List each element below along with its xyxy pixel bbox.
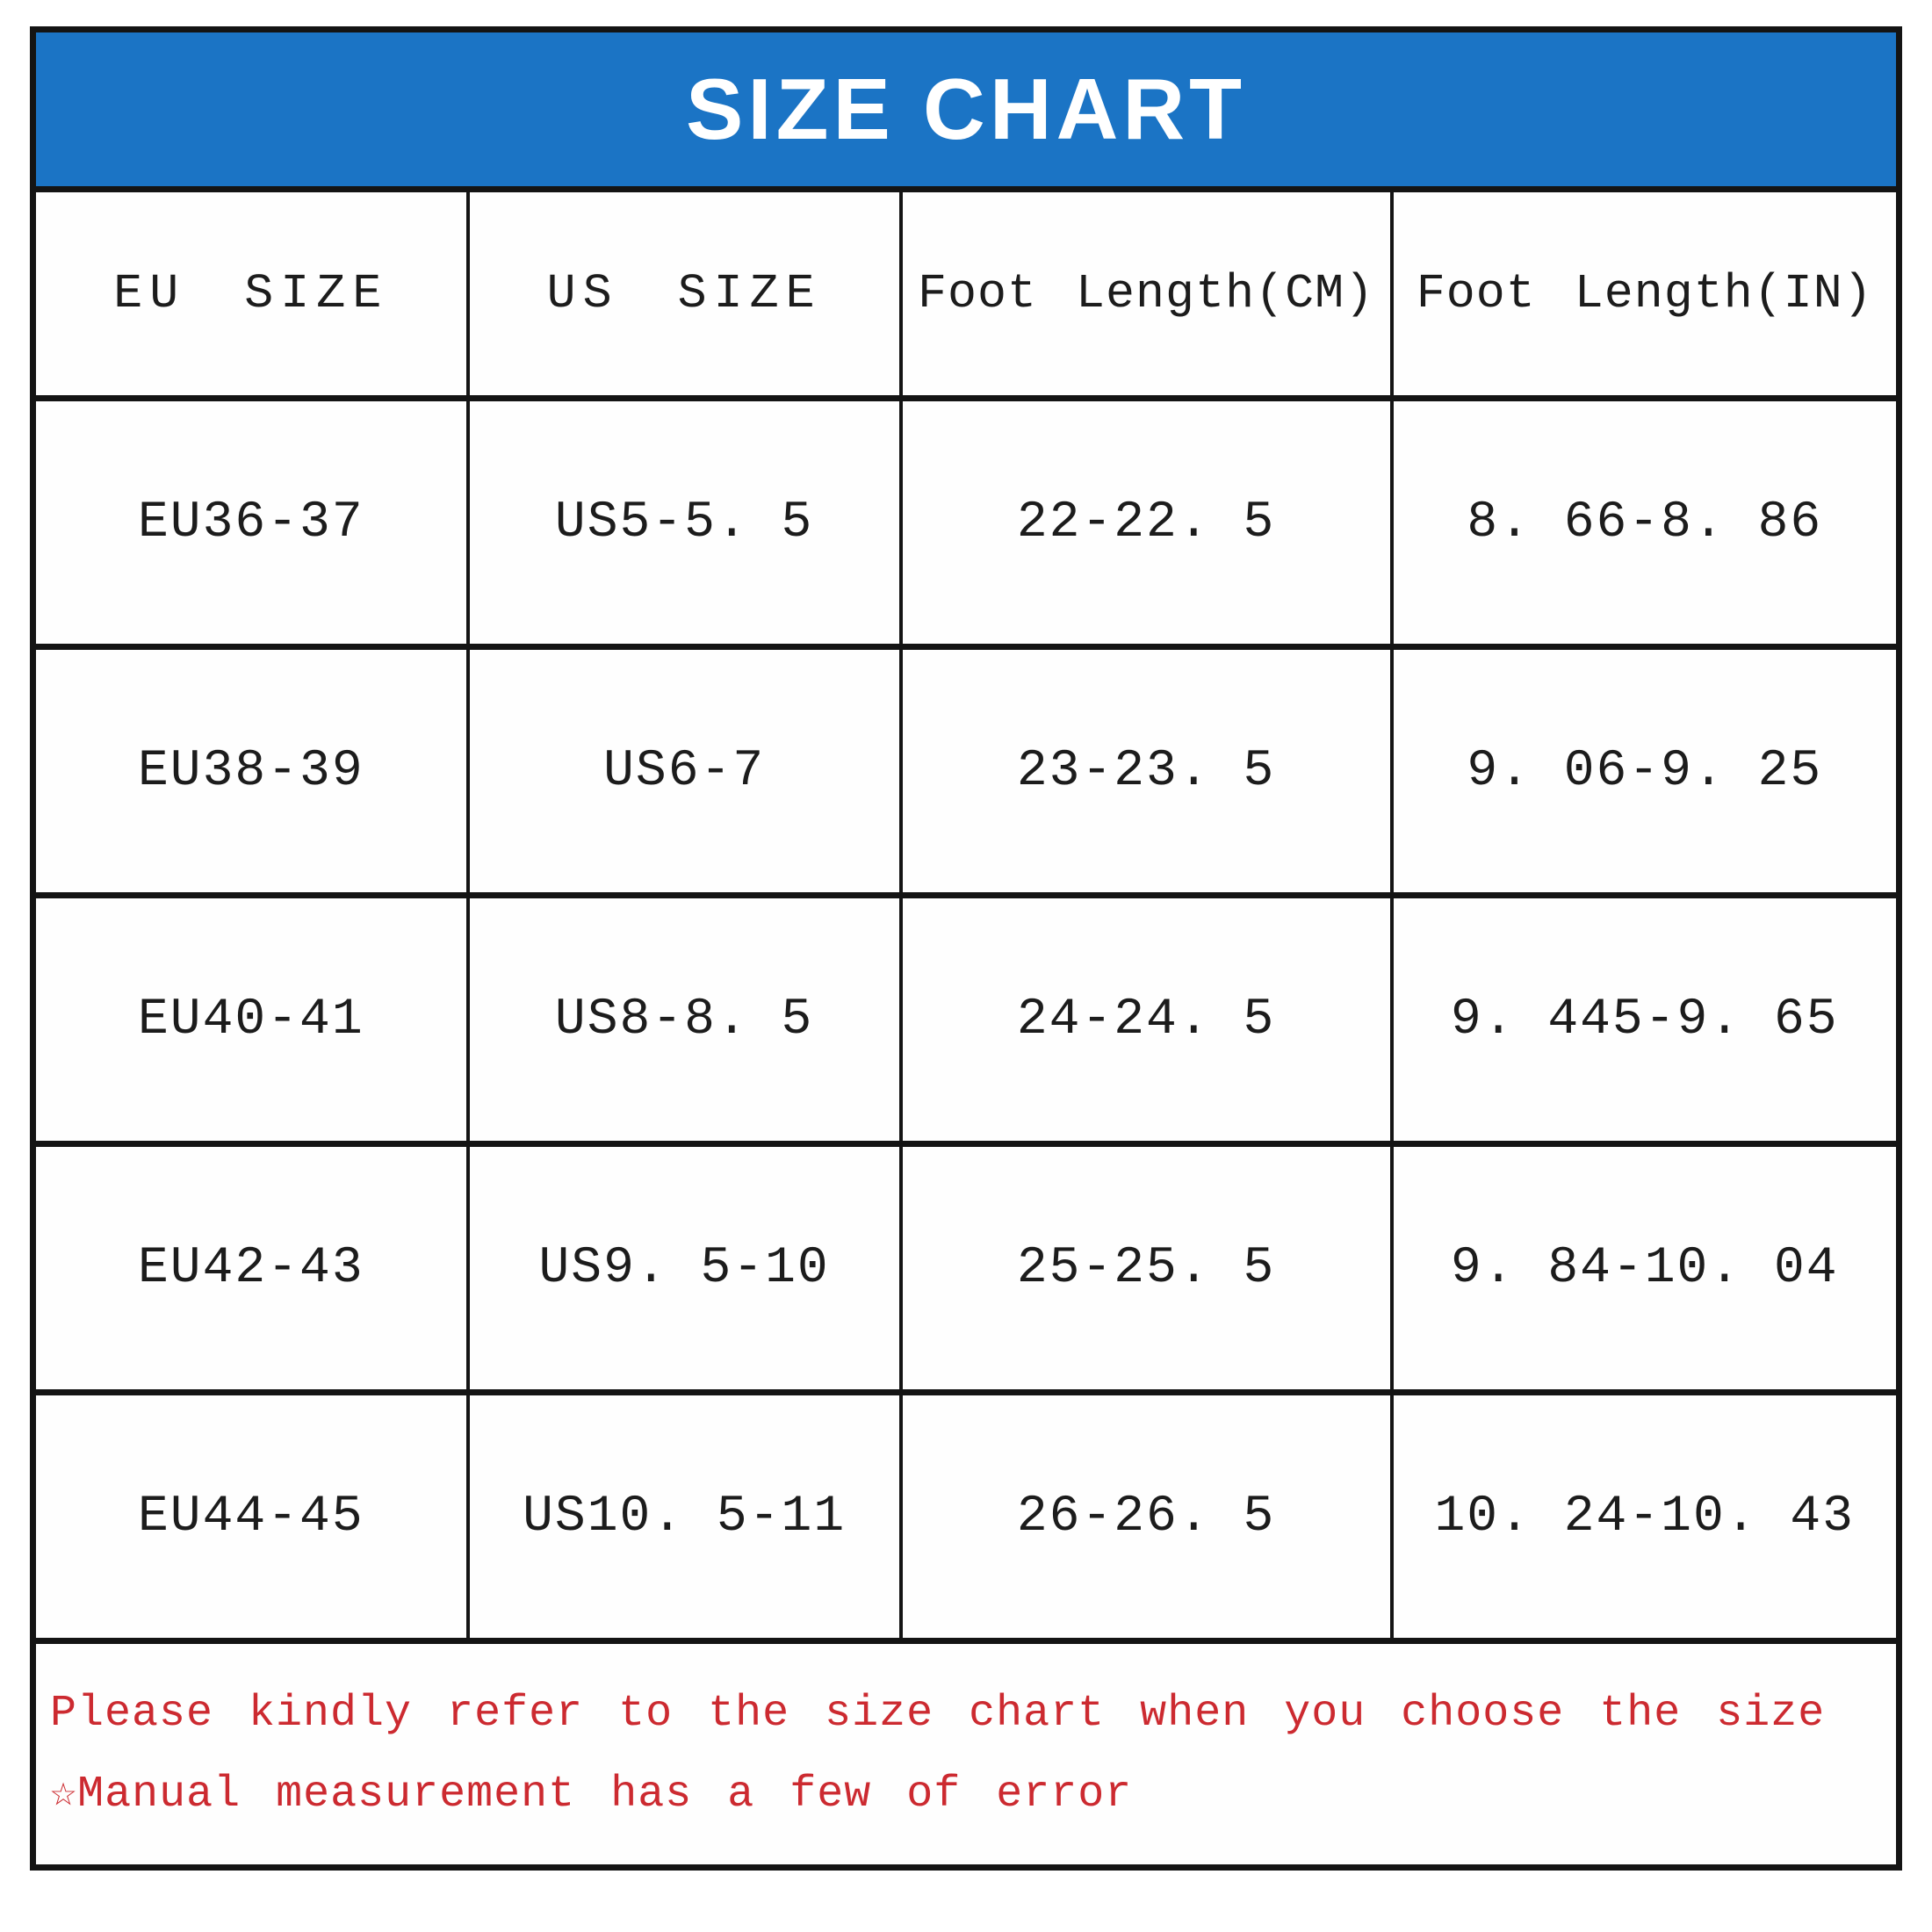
table-cell: 9. 06-9. 25 (1389, 644, 1901, 898)
table-cell: US6-7 (465, 644, 903, 898)
column-header-eu-size: EU SIZE (31, 186, 470, 401)
note-row: Please kindly refer to the size chart wh… (31, 1638, 1901, 1871)
table-cell: EU44-45 (31, 1389, 470, 1644)
column-header-us-size: US SIZE (465, 186, 903, 401)
table-row: EU36-37 US5-5. 5 22-22. 5 8. 66-8. 86 (31, 395, 1901, 650)
size-chart-banner: SIZE CHART (31, 26, 1901, 192)
table-header-row: EU SIZE US SIZE Foot Length(CM) Foot Len… (31, 186, 1901, 401)
table-cell: US5-5. 5 (465, 395, 903, 650)
banner-row: SIZE CHART (31, 26, 1901, 192)
table-cell: 8. 66-8. 86 (1389, 395, 1901, 650)
table-cell: 26-26. 5 (898, 1389, 1394, 1644)
table-cell: 23-23. 5 (898, 644, 1394, 898)
note-line-2: ☆Manual measurement has a few of error (50, 1769, 1133, 1820)
table-cell: EU38-39 (31, 644, 470, 898)
table-cell: EU36-37 (31, 395, 470, 650)
table-cell: 25-25. 5 (898, 1141, 1394, 1395)
size-note-cell: Please kindly refer to the size chart wh… (31, 1638, 1901, 1871)
table-cell: EU40-41 (31, 892, 470, 1147)
table-cell: US9. 5-10 (465, 1141, 903, 1395)
table-cell: EU42-43 (31, 1141, 470, 1395)
column-header-foot-length-cm: Foot Length(CM) (898, 186, 1394, 401)
table-cell: 10. 24-10. 43 (1389, 1389, 1901, 1644)
table-cell: 24-24. 5 (898, 892, 1394, 1147)
page-title: SIZE CHART (686, 61, 1246, 157)
note-line-1: Please kindly refer to the size chart wh… (50, 1688, 1826, 1739)
table-cell: 9. 445-9. 65 (1389, 892, 1901, 1147)
column-header-foot-length-in: Foot Length(IN) (1389, 186, 1901, 401)
table-row: EU40-41 US8-8. 5 24-24. 5 9. 445-9. 65 (31, 892, 1901, 1147)
table-cell: US8-8. 5 (465, 892, 903, 1147)
table-cell: US10. 5-11 (465, 1389, 903, 1644)
table-row: EU38-39 US6-7 23-23. 5 9. 06-9. 25 (31, 644, 1901, 898)
table-cell: 22-22. 5 (898, 395, 1394, 650)
table-row: EU42-43 US9. 5-10 25-25. 5 9. 84-10. 04 (31, 1141, 1901, 1395)
table-cell: 9. 84-10. 04 (1389, 1141, 1901, 1395)
table-row: EU44-45 US10. 5-11 26-26. 5 10. 24-10. 4… (31, 1389, 1901, 1644)
size-chart-table: SIZE CHART EU SIZE US SIZE Foot Length(C… (30, 26, 1902, 1871)
